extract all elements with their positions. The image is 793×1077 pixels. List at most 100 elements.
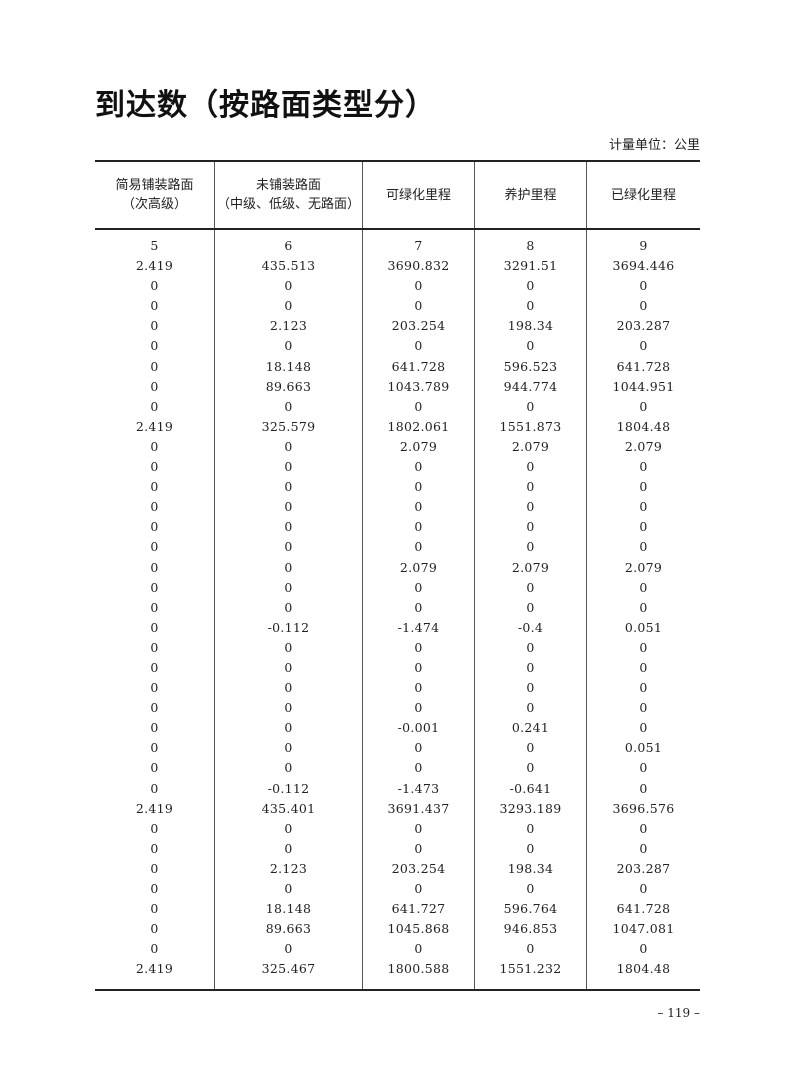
table-cell: -1.473 (397, 780, 440, 796)
table-cell: 0 (284, 941, 293, 957)
table-cell: 0 (284, 720, 293, 736)
table-cell: 0 (150, 398, 159, 414)
table-cell: 89.663 (265, 921, 312, 937)
table-cell: 0 (526, 599, 535, 615)
table-cell: 6 (284, 238, 293, 253)
table-cell: 18.148 (265, 901, 312, 917)
column-header: 简易铺装路面 （次高级） (95, 162, 215, 228)
table-cell: 0 (526, 659, 535, 675)
table-cell: 0 (639, 941, 648, 957)
table-cell: 0 (284, 438, 293, 454)
table-cell: 641.728 (391, 358, 446, 374)
table-cell: 203.287 (616, 318, 671, 334)
table-cell: 0 (284, 398, 293, 414)
table-cell: 435.513 (261, 258, 316, 274)
column-header-line: （中级、低级、无路面） (216, 197, 360, 212)
table-cell: -0.112 (267, 780, 310, 796)
table-cell: 0 (150, 700, 159, 716)
table-cell: 0 (150, 499, 159, 515)
table-cell: 0 (526, 680, 535, 696)
table-cell: 0 (639, 760, 648, 776)
table-cell: 0 (150, 760, 159, 776)
table-cell: 0 (150, 539, 159, 555)
column-header: 未铺装路面 （中级、低级、无路面） (215, 162, 363, 228)
table-cell: 203.287 (616, 860, 671, 876)
table-cell: 0 (639, 840, 648, 856)
column-header-line: 养护里程 (504, 187, 557, 203)
column-header: 养护里程 (475, 162, 587, 228)
table-cell: -0.4 (517, 619, 544, 635)
table-cell: 1551.873 (499, 418, 562, 434)
table-cell: 0 (150, 519, 159, 535)
table-cell: 0 (284, 479, 293, 495)
table-cell: 203.254 (391, 318, 446, 334)
table-cell: 0 (414, 680, 423, 696)
table-cell: 596.523 (503, 358, 558, 374)
table-cell: 0 (150, 298, 159, 314)
table-cell: 0 (526, 398, 535, 414)
table-cell: 1043.789 (387, 378, 450, 394)
table-cell: 0 (414, 840, 423, 856)
table-cell: 0 (639, 780, 648, 796)
table-cell: 2.419 (135, 418, 174, 434)
table-cell: 0 (284, 740, 293, 756)
column-header-line: （次高级） (121, 197, 187, 212)
table-cell: 0 (414, 338, 423, 354)
table-cell: 0 (150, 619, 159, 635)
table-cell: 0 (639, 459, 648, 475)
table-cell: 0 (284, 599, 293, 615)
table-cell: 0 (284, 338, 293, 354)
table-cell: 1804.48 (616, 418, 671, 434)
table-cell: 0 (526, 479, 535, 495)
table-cell: 1804.48 (616, 961, 671, 977)
table-cell: 0 (150, 599, 159, 615)
table-cell: 2.079 (624, 559, 663, 575)
table-column: 9 3694.446 0 0 203.287 0 641.728 1044.951 0 1804.… (587, 230, 700, 989)
table-cell: 1800.588 (387, 961, 450, 977)
table-cell: 0 (150, 941, 159, 957)
table-cell: 0 (414, 539, 423, 555)
table-cell: 0 (150, 901, 159, 917)
table-cell: 325.467 (261, 961, 316, 977)
table-cell: -0.001 (397, 720, 440, 736)
table-cell: 0 (284, 559, 293, 575)
table-cell: 325.579 (261, 418, 316, 434)
table-cell: 8 (526, 238, 535, 253)
table-cell: 0 (284, 298, 293, 314)
table-cell: 0 (150, 318, 159, 334)
table-cell: 0 (150, 780, 159, 796)
table-cell: 0 (284, 539, 293, 555)
table-cell: 0 (526, 840, 535, 856)
table-cell: 0 (284, 881, 293, 896)
table-cell: 5 (150, 238, 159, 253)
table-cell: 0 (414, 278, 423, 294)
page-number: – 119 – (657, 1006, 700, 1020)
table-cell: 89.663 (265, 378, 312, 394)
table-cell: 0 (526, 539, 535, 555)
table-cell: 0 (639, 820, 648, 836)
table-cell: 0 (284, 760, 293, 776)
table-cell: 2.123 (269, 860, 308, 876)
table-cell: 0 (150, 881, 159, 896)
table-column: 7 3690.832 0 0 203.254 0 641.728 1043.789 0 1802.… (363, 230, 475, 990)
table-cell: 0 (639, 599, 648, 615)
table-cell: 0 (284, 840, 293, 856)
table-cell: 0 (150, 559, 159, 575)
table-cell: 0 (526, 499, 535, 515)
table-cell: 0 (150, 438, 159, 454)
table-cell: 198.34 (507, 860, 554, 876)
table-cell: 0 (526, 298, 535, 314)
table-cell: 3696.576 (612, 800, 675, 816)
table-cell: 641.727 (391, 901, 446, 917)
table-cell: 596.764 (503, 901, 558, 917)
table-cell: 198.34 (507, 318, 554, 334)
table-cell: 0 (414, 820, 423, 836)
table-cell: 0 (526, 579, 535, 595)
table-cell: 0 (414, 941, 423, 957)
table-cell: 435.401 (261, 800, 316, 816)
table-cell: 0 (414, 740, 423, 756)
table-cell: 3291.51 (503, 258, 558, 274)
table-cell: 2.419 (135, 258, 174, 274)
table-cell: 18.148 (265, 358, 312, 374)
table-cell: 0 (284, 459, 293, 475)
